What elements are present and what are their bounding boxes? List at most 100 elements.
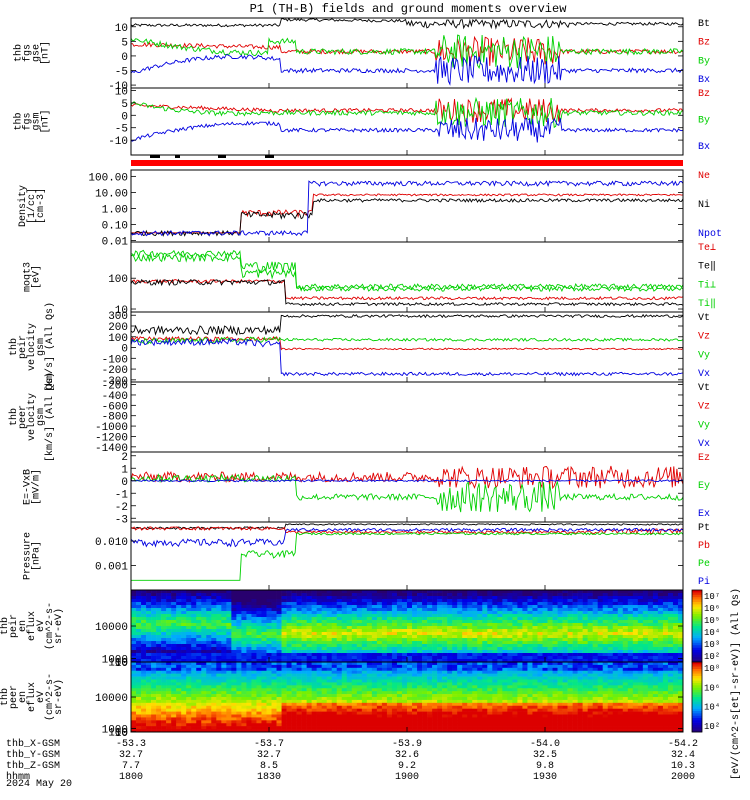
spectrogram-cell	[316, 614, 322, 618]
spectrogram-cell	[231, 685, 237, 689]
spectrogram-cell	[607, 608, 614, 612]
spectrogram-cell	[632, 647, 639, 651]
spectrogram-cell	[276, 632, 282, 636]
spectrogram-cell	[477, 623, 483, 627]
spectrogram-cell	[191, 656, 197, 660]
spectrogram-cell	[176, 667, 182, 672]
spectrogram-cell	[266, 590, 272, 594]
spectrogram-cell	[136, 593, 142, 597]
spectrogram-cell	[361, 593, 368, 597]
spectrogram-cell	[457, 632, 463, 636]
spectrogram-cell	[216, 629, 222, 633]
spectrogram-cell	[401, 694, 408, 698]
spectrogram-cell	[527, 653, 533, 657]
spectrogram-cell	[361, 691, 368, 695]
spectrogram-cell	[396, 605, 403, 609]
spectrogram-cell	[161, 688, 167, 692]
spectrogram-cell	[361, 623, 368, 627]
spectrogram-cell	[291, 702, 297, 707]
spectrogram-cell	[311, 664, 317, 669]
legend-label: By	[698, 116, 710, 127]
spectrogram-cell	[166, 650, 172, 654]
spectrogram-cell	[176, 717, 182, 721]
spectrogram-cell	[487, 650, 493, 654]
spectrogram-cell	[462, 626, 468, 630]
spectrogram-cell	[266, 720, 272, 724]
ylabel-line: Density	[17, 185, 29, 227]
spectrogram-cell	[261, 697, 267, 701]
spectrogram-cell	[161, 626, 167, 630]
spectrogram-cell	[256, 723, 262, 727]
spectrogram-cell	[587, 659, 593, 663]
spectrogram-cell	[427, 676, 433, 680]
spectrogram-cell	[642, 647, 649, 651]
spectrogram-cell	[391, 614, 398, 618]
spectrogram-cell	[497, 596, 503, 600]
spectrogram-cell	[146, 691, 152, 695]
spectrogram-cell	[492, 664, 498, 669]
spectrogram-cell	[166, 656, 172, 660]
spectrogram-cell	[432, 664, 438, 669]
spectrogram-cell	[131, 691, 137, 695]
spectrogram-cell	[186, 682, 192, 686]
spectrogram-cell	[522, 611, 528, 615]
spectrogram-cell	[386, 662, 393, 666]
spectrogram-cell	[532, 688, 538, 692]
spectrogram-cell	[427, 602, 433, 606]
spectrogram-cell	[271, 691, 277, 695]
spectrogram-cell	[256, 699, 262, 704]
spectrogram-cell	[241, 632, 247, 636]
spectrogram-cell	[381, 593, 388, 597]
spectrogram-cell	[131, 647, 137, 651]
spectrogram-cell	[331, 723, 338, 727]
spectrogram-cell	[647, 641, 654, 645]
spectrogram-cell	[251, 638, 257, 642]
spectrogram-cell	[346, 653, 353, 657]
spectrogram-cell	[186, 676, 192, 680]
spectrogram-cell	[286, 720, 292, 724]
spectrogram-cell	[597, 608, 604, 612]
spectrogram-cell	[412, 705, 418, 709]
spectrogram-cell	[186, 723, 192, 727]
spectrogram-cell	[547, 632, 553, 636]
spectrogram-cell	[477, 617, 483, 621]
spectrogram-cell	[226, 697, 232, 701]
spectrogram-cell	[667, 590, 674, 594]
spectrogram-cell	[141, 699, 147, 704]
spectrogram-cell	[381, 711, 388, 715]
spectrogram-cell	[386, 676, 393, 680]
spectrogram-cell	[201, 667, 207, 672]
spectrogram-cell	[447, 702, 453, 707]
spectrogram-cell	[351, 699, 358, 704]
spectrogram-cell	[597, 590, 604, 594]
spectrogram-cell	[677, 632, 684, 636]
spectrogram-cell	[542, 708, 548, 712]
spectrogram-cell	[166, 599, 172, 603]
spectrogram-cell	[321, 691, 328, 695]
spectrogram-cell	[462, 726, 468, 730]
spectrogram-cell	[597, 629, 604, 633]
spectrogram-cell	[161, 667, 167, 672]
spectrogram-cell	[386, 626, 393, 630]
series-efield-0	[130, 465, 684, 490]
spectrogram-cell	[512, 673, 518, 677]
spectrogram-cell	[221, 593, 227, 597]
spectrogram-cell	[517, 596, 523, 600]
spectrogram-cell	[346, 714, 353, 718]
spectrogram-cell	[437, 726, 443, 730]
spectrogram-cell	[261, 638, 267, 642]
spectrogram-cell	[507, 638, 513, 642]
spectrogram-cell	[617, 632, 624, 636]
spectrogram-cell	[286, 602, 292, 606]
spectrogram-cell	[376, 593, 383, 597]
spectrogram-cell	[417, 699, 423, 704]
spectrogram-cell	[422, 694, 428, 698]
spectrogram-cell	[597, 632, 604, 636]
spectrogram-cell	[472, 667, 478, 672]
spectrogram-cell	[221, 688, 227, 692]
spectrogram-cell	[356, 714, 363, 718]
spectrogram-cell	[592, 650, 598, 654]
spectrogram-cell	[166, 611, 172, 615]
spectrogram-cell	[141, 644, 147, 648]
spectrogram-cell	[171, 638, 177, 642]
